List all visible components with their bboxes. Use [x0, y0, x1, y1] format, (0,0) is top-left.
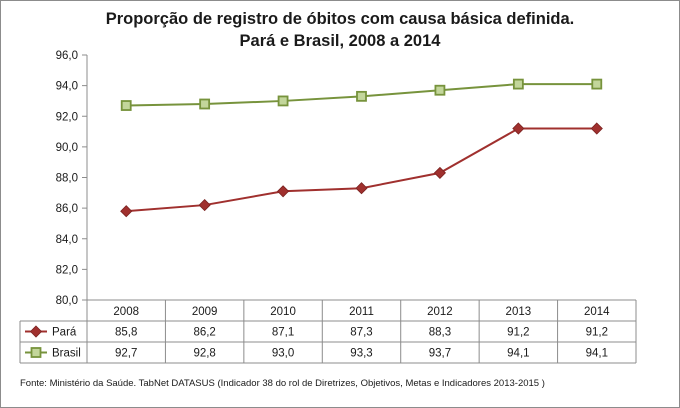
- data-value-para: 85,8: [115, 327, 137, 339]
- chart-title-line-1: Proporção de registro de óbitos com caus…: [105, 10, 575, 28]
- series-line-para: [126, 127, 597, 213]
- data-point-brasil: [199, 98, 211, 110]
- chart-title: Proporção de registro de óbitos com caus…: [0, 8, 680, 52]
- y-tick-label: 84,0: [56, 234, 78, 246]
- y-tick-label: 92,0: [56, 111, 78, 123]
- data-point-brasil: [591, 78, 603, 90]
- data-value-para: 87,1: [272, 327, 294, 339]
- x-category-label: 2012: [427, 306, 453, 318]
- y-tick-label: 96,0: [56, 50, 78, 62]
- legend-key-marker-brasil: [30, 347, 42, 358]
- x-category-label: 2014: [584, 306, 610, 318]
- data-point-para: [590, 122, 603, 135]
- data-value-para: 91,2: [507, 327, 529, 339]
- x-category-label: 2008: [113, 306, 139, 318]
- data-point-brasil: [434, 84, 446, 96]
- data-point-para: [355, 182, 368, 195]
- data-value-brasil: 93,7: [429, 348, 451, 360]
- y-tick-label: 86,0: [56, 203, 78, 215]
- data-point-para: [198, 198, 211, 212]
- x-category-label: 2009: [192, 306, 218, 318]
- legend-key-marker-para: [29, 325, 43, 338]
- data-value-brasil: 92,8: [193, 348, 215, 360]
- y-tick-label: 82,0: [56, 264, 78, 276]
- data-value-brasil: 94,1: [507, 348, 529, 360]
- legend-label-brasil: Brasil: [52, 348, 81, 360]
- data-point-para: [433, 166, 446, 179]
- data-point-brasil: [356, 90, 367, 102]
- x-category-label: 2013: [506, 306, 532, 318]
- data-point-brasil: [512, 78, 524, 90]
- source-note: Fonte: Ministério da Saúde. TabNet DATAS…: [20, 378, 545, 389]
- y-tick-label: 94,0: [56, 81, 78, 93]
- data-value-brasil: 93,0: [272, 348, 294, 360]
- x-category-label: 2011: [349, 306, 374, 318]
- y-tick-label: 80,0: [56, 295, 78, 307]
- data-value-para: 91,2: [586, 327, 608, 339]
- data-point-para: [120, 205, 133, 218]
- data-value-brasil: 93,3: [350, 348, 372, 360]
- y-tick-label: 90,0: [56, 142, 78, 154]
- chart-title-line-2: Pará e Brasil, 2008 a 2014: [239, 32, 441, 50]
- data-point-brasil: [120, 100, 132, 111]
- data-value-para: 86,2: [193, 327, 215, 339]
- data-value-brasil: 92,7: [115, 348, 137, 360]
- data-point-brasil: [277, 95, 289, 107]
- data-value-brasil: 94,1: [586, 348, 608, 360]
- data-value-para: 87,3: [350, 327, 372, 339]
- y-tick-label: 88,0: [56, 173, 78, 185]
- data-value-para: 88,3: [429, 327, 451, 339]
- data-point-para: [512, 122, 525, 135]
- legend-label-para: Pará: [52, 327, 77, 339]
- data-point-para: [277, 185, 290, 198]
- x-category-label: 2010: [270, 306, 296, 318]
